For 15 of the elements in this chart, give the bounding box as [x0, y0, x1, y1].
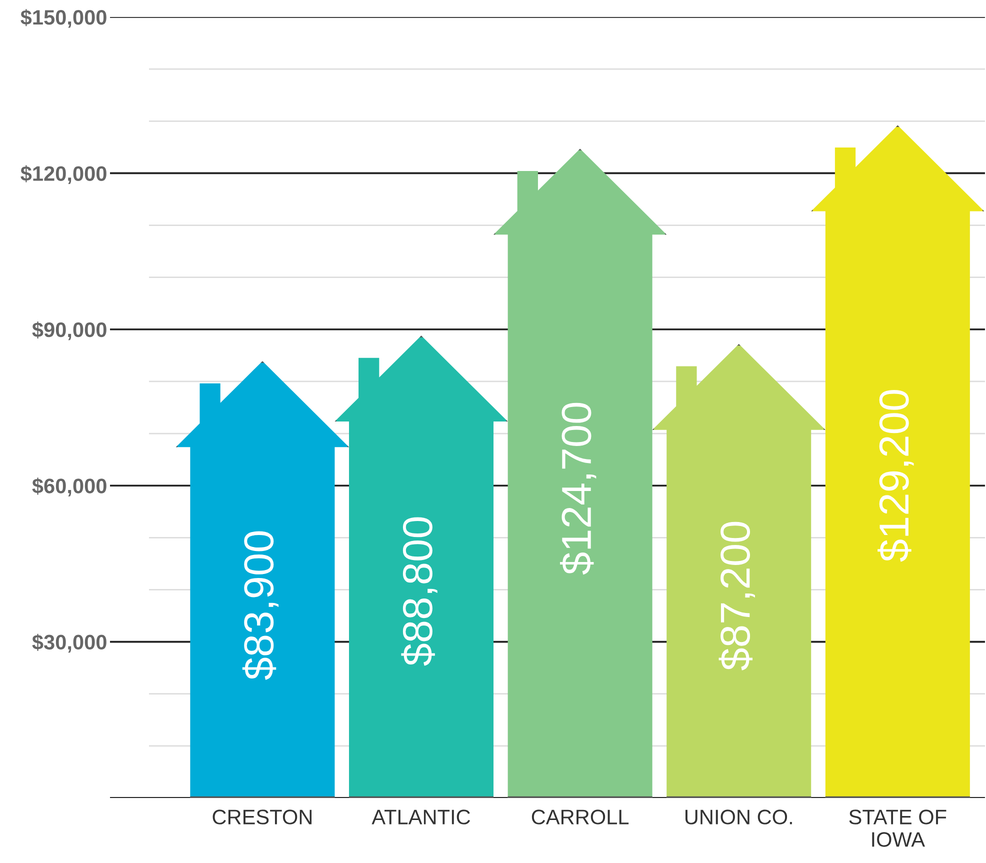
y-tick-label: $30,000 [32, 634, 106, 653]
data-label: $129,200 [878, 390, 914, 562]
x-tick-label: ATLANTIC [372, 810, 470, 824]
x-tick-label: UNION CO. [685, 810, 792, 824]
data-label: $87,200 [718, 522, 755, 670]
data-label: $83,900 [242, 531, 279, 680]
y-tick-label: $90,000 [32, 321, 106, 340]
x-tick-label: CARROLL [532, 810, 629, 824]
data-label: $88,800 [401, 517, 438, 666]
x-tick-label: CRESTON [212, 810, 312, 824]
y-tick-label: $60,000 [32, 478, 106, 496]
y-tick-label: $120,000 [20, 165, 106, 184]
x-tick-label: STATE OF IOWA [849, 810, 946, 847]
y-tick-label: $150,000 [20, 9, 106, 28]
data-label: $124,700 [560, 402, 596, 575]
